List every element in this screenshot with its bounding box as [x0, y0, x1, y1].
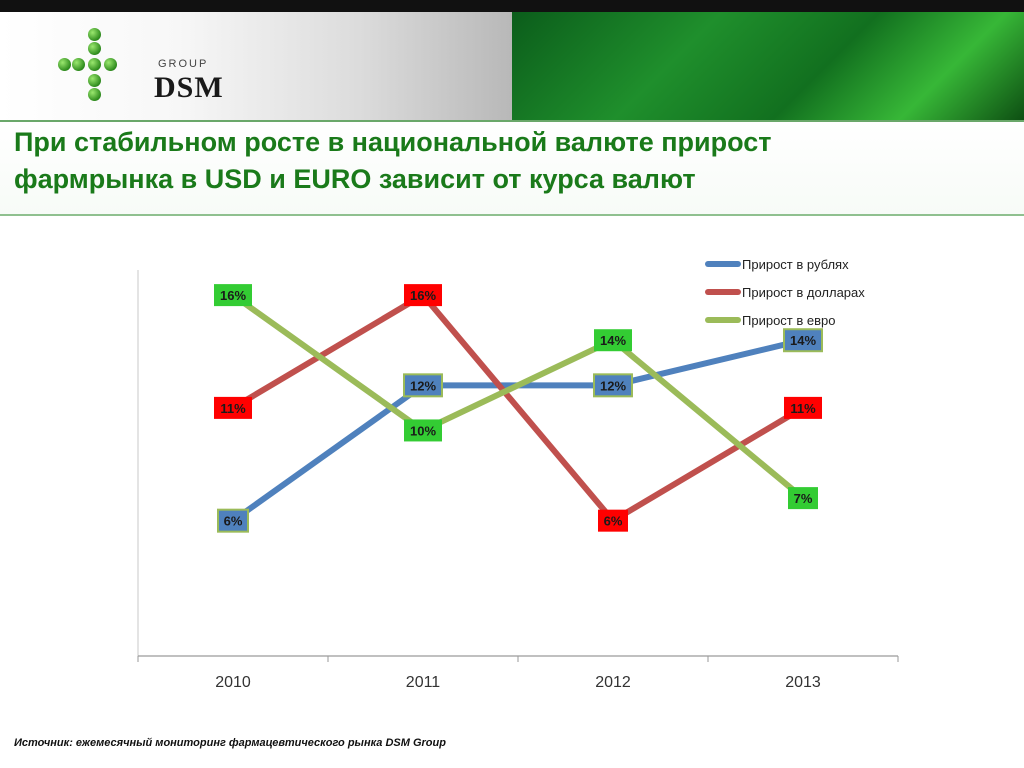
banner-bottom-strip: [0, 120, 1024, 122]
series-line-eur: [230, 292, 806, 502]
logo-dot: [88, 42, 101, 55]
logo-dot: [72, 58, 85, 71]
data-label-eur: 10%: [410, 423, 436, 438]
dsm-logo: GROUP DSM: [58, 28, 223, 108]
data-label-usd: 11%: [790, 401, 816, 416]
legend-label-eur: Прирост в евро: [742, 313, 835, 328]
data-label-box-usd: [404, 284, 442, 307]
logo-dot: [88, 28, 101, 41]
banner-green-image: [512, 0, 1024, 122]
logo-dot: [88, 58, 101, 71]
data-label-usd: 11%: [220, 401, 246, 416]
legend-label-usd: Прирост в долларах: [742, 285, 865, 300]
data-label-box-rub: [217, 508, 249, 533]
series-line-usd: [230, 292, 806, 524]
logo-dot: [104, 58, 117, 71]
data-label-box-usd: [784, 396, 822, 419]
data-label-rub: 14%: [790, 333, 816, 348]
data-label-box-eur: [788, 487, 818, 510]
data-label-box-usd: [598, 509, 628, 532]
title-bar: [0, 122, 1024, 216]
data-label-rub: 12%: [410, 378, 436, 393]
data-label-eur: 7%: [794, 491, 813, 506]
data-label-box-usd: [214, 396, 252, 419]
header-banner: [0, 0, 1024, 122]
data-label-eur: 14%: [600, 333, 626, 348]
logo-dot: [88, 74, 101, 87]
data-label-rub: 12%: [600, 378, 626, 393]
data-label-box-eur: [214, 284, 252, 307]
data-label-rub: 6%: [224, 514, 243, 529]
data-label-box-rub: [403, 373, 443, 398]
x-tick-label: 2012: [595, 674, 631, 691]
x-tick-label: 2013: [785, 674, 821, 691]
banner-clock-image: [0, 0, 512, 122]
data-label-eur: 16%: [220, 288, 246, 303]
logo-dot: [58, 58, 71, 71]
logo-group-text: GROUP: [158, 58, 209, 70]
data-label-usd: 6%: [604, 514, 623, 529]
source-note: Источник: ежемесячный мониторинг фармаце…: [14, 737, 446, 749]
data-label-usd: 16%: [410, 288, 436, 303]
x-tick-label: 2010: [215, 674, 251, 691]
logo-dot: [88, 88, 101, 101]
logo-dsm-text: DSM: [154, 71, 224, 104]
data-label-box-eur: [404, 419, 442, 442]
data-label-box-rub: [593, 373, 633, 398]
x-tick-label: 2011: [406, 674, 441, 691]
legend-label-rub: Прирост в рублях: [742, 257, 849, 272]
page-title: При стабильном росте в национальной валю…: [14, 127, 772, 194]
data-label-box-rub: [783, 328, 823, 353]
banner-top-strip: [0, 0, 1024, 12]
data-label-box-eur: [594, 329, 632, 352]
